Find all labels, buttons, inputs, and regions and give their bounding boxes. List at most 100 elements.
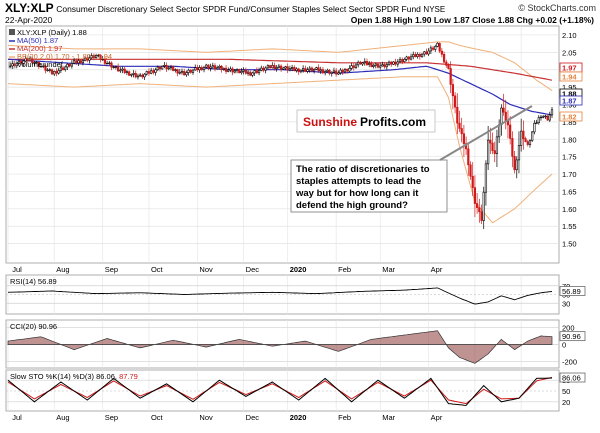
candle-body: [198, 67, 201, 71]
candle-body: [357, 61, 360, 66]
candle-body: [220, 65, 223, 70]
candle-body: [161, 65, 164, 70]
candle-body: [22, 60, 25, 64]
candle-body: [125, 71, 129, 73]
month-label-bottom: Nov: [199, 413, 213, 422]
cci-tick-label: 200: [562, 323, 575, 332]
candle-body: [31, 58, 34, 64]
bb-upper-line: [7, 41, 553, 92]
month-label-price: Apr: [431, 265, 443, 274]
candle-body: [255, 70, 258, 74]
price-tick-label: 1.85: [562, 118, 577, 127]
sto-k-line: [7, 377, 553, 406]
candle-body: [79, 60, 82, 64]
legend-ma200: MA(200) 1.97: [17, 44, 62, 53]
indicator-box-label: 86.06: [562, 374, 581, 383]
candle-body: [478, 207, 481, 213]
candle-body: [117, 66, 120, 72]
month-label-price: Aug: [56, 265, 69, 274]
candle-body: [456, 106, 459, 124]
candle-body: [44, 65, 47, 71]
candle-body: [352, 65, 355, 68]
rsi-title: RSI(14) 56.89: [10, 277, 57, 286]
candle-body: [550, 109, 554, 116]
candle-body: [372, 64, 375, 67]
candle-body: [86, 57, 89, 61]
candle-body: [286, 66, 289, 71]
candle-body: [24, 58, 27, 62]
candle-body: [403, 58, 406, 62]
candle-body: [64, 66, 67, 70]
axis-box-label: 1.82: [562, 113, 577, 122]
candle-body: [68, 63, 71, 67]
candle-body: [526, 141, 529, 145]
brand-part1: Sunshine: [303, 115, 357, 129]
candle-body: [134, 73, 137, 78]
candle-body: [147, 71, 151, 74]
candle-body: [326, 69, 329, 72]
candle-body: [542, 116, 545, 118]
chart-date: 22-Apr-2020: [5, 15, 53, 25]
candle-body: [420, 53, 424, 57]
candle-body: [442, 53, 446, 63]
candle-body: [363, 61, 366, 64]
candle-body: [394, 61, 397, 65]
candle-body: [528, 140, 532, 145]
candle-body: [227, 69, 230, 72]
candle-body: [462, 133, 466, 144]
legend-ma50: MA(50) 1.87: [17, 36, 58, 45]
annotation-line-1: The ratio of discretionaries to: [296, 164, 430, 175]
candle-body: [487, 139, 490, 165]
candle-body: [401, 59, 404, 62]
candle-body: [491, 142, 494, 151]
candle-body: [55, 71, 58, 74]
candle-body: [139, 74, 142, 77]
candle-body: [77, 60, 80, 64]
axis-layer: 1.501.551.601.651.701.751.801.851.901.95…: [12, 31, 586, 422]
candle-body: [361, 62, 364, 65]
month-label-price: Oct: [151, 265, 164, 274]
candle-body: [517, 145, 521, 161]
candle-body: [264, 67, 267, 71]
candle-body: [315, 67, 318, 70]
candle-body: [359, 61, 362, 65]
candle-body: [244, 69, 247, 74]
candle-body: [213, 65, 217, 70]
sto-tick-label: 20: [562, 398, 570, 407]
candle-body: [176, 69, 179, 74]
candle-body: [297, 68, 300, 73]
month-label-price: Dec: [246, 265, 260, 274]
candle-body: [438, 43, 441, 52]
candle-body: [46, 69, 49, 72]
candle-body: [200, 67, 203, 71]
candle-body: [343, 68, 347, 73]
candle-body: [383, 64, 386, 68]
month-label-price: Nov: [199, 265, 213, 274]
candle-body: [484, 163, 488, 193]
symbol-title: XLY:XLP: [5, 1, 54, 15]
sto-d-line: [7, 376, 553, 405]
legend-volume: Volume undef: [17, 60, 64, 69]
axis-box-frame: [559, 71, 583, 82]
legend-bb: BB(20,2.0) 1.70 - 1.82 - 1.94: [17, 52, 112, 61]
cci-title: CCI(20) 90.96: [10, 322, 57, 331]
candle-body: [537, 117, 540, 124]
candle-body: [504, 111, 507, 122]
candle-body: [178, 71, 181, 74]
sto-title: Slow STO %K(14) %D(3) 86.06, 87.79: [10, 372, 138, 381]
candle-body: [233, 70, 236, 73]
candle-body: [291, 66, 294, 69]
candle-body: [423, 51, 426, 55]
candle-body: [15, 63, 18, 67]
candle-body: [374, 63, 377, 66]
candle-body: [28, 58, 32, 62]
candle-body: [42, 65, 45, 68]
candle-body: [75, 60, 78, 64]
candle-body: [242, 69, 245, 72]
candle-body: [229, 68, 232, 71]
price-tick-label: 1.75: [562, 153, 577, 162]
candle-body: [17, 60, 21, 64]
candle-body: [207, 64, 210, 69]
candle-body: [238, 69, 241, 74]
candle-body: [97, 54, 100, 57]
